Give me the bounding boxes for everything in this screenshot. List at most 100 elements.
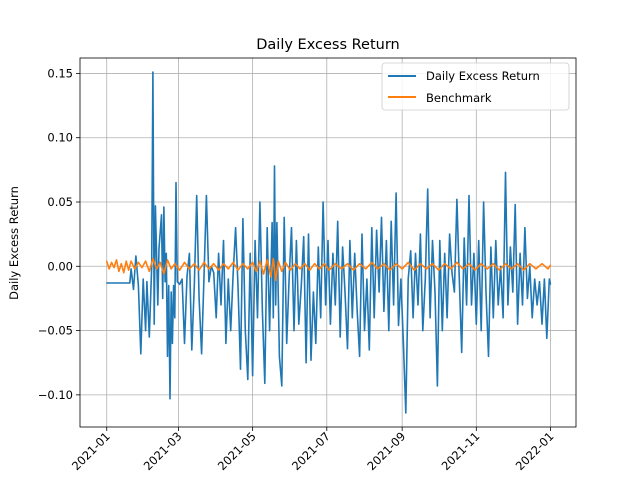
data-point [276, 222, 278, 224]
data-point [208, 268, 210, 270]
data-point [266, 259, 268, 261]
data-point [278, 355, 280, 357]
data-point [249, 252, 251, 254]
data-point [531, 317, 533, 319]
data-point [132, 288, 135, 290]
data-point [474, 269, 476, 271]
data-point [160, 214, 163, 216]
data-point [549, 283, 552, 285]
y-axis-label: Daily Excess Return [7, 186, 21, 300]
data-point [162, 297, 164, 299]
data-point [492, 317, 494, 319]
data-point [339, 336, 341, 338]
data-point [498, 269, 500, 271]
data-point [395, 263, 397, 265]
data-point [439, 240, 441, 242]
data-point [154, 205, 156, 207]
data-point [263, 273, 265, 275]
data-point [247, 268, 249, 270]
data-point [215, 317, 217, 319]
data-point [141, 267, 143, 269]
data-point [188, 252, 190, 254]
data-point [203, 261, 205, 263]
data-point [106, 282, 108, 284]
data-point [174, 263, 176, 265]
data-point [255, 270, 257, 272]
data-point [517, 263, 519, 265]
data-point [269, 330, 271, 332]
data-point [548, 278, 550, 280]
data-point [390, 220, 392, 222]
data-point [157, 304, 159, 306]
data-point [492, 263, 494, 265]
data-point [115, 259, 118, 261]
data-point [371, 261, 373, 263]
data-point [310, 359, 312, 361]
data-point [400, 278, 402, 280]
data-point [227, 278, 229, 280]
data-point [487, 355, 490, 357]
data-point [158, 247, 160, 249]
data-point [342, 246, 344, 248]
data-point [106, 260, 108, 262]
y-tick-label: 0.15 [47, 66, 73, 80]
data-point [407, 261, 409, 263]
data-point [511, 268, 513, 270]
data-point [514, 204, 516, 206]
data-point [485, 291, 487, 293]
data-point [166, 355, 169, 357]
data-point [438, 269, 440, 271]
data-point [286, 342, 288, 344]
data-point [371, 227, 373, 229]
data-point [288, 278, 290, 280]
data-point [549, 264, 552, 266]
data-point [325, 304, 327, 306]
data-point [419, 233, 421, 235]
data-point [242, 218, 244, 220]
data-point [244, 330, 246, 332]
data-point [218, 252, 220, 254]
data-point [235, 227, 237, 229]
data-point [366, 278, 368, 280]
data-point [450, 268, 452, 270]
legend-frame [381, 62, 570, 111]
data-point [461, 351, 463, 353]
data-point [412, 317, 414, 319]
data-point [284, 261, 287, 263]
data-point [156, 268, 158, 270]
data-point [152, 71, 154, 73]
data-point [232, 272, 234, 274]
data-point [303, 236, 305, 238]
data-point [254, 240, 256, 242]
data-point [176, 281, 178, 283]
data-point [123, 272, 125, 274]
data-point [135, 255, 137, 257]
data-point [521, 304, 524, 306]
plot-lines [105, 71, 552, 414]
data-point [247, 378, 249, 380]
data-point [449, 233, 451, 235]
data-point [444, 252, 446, 254]
data-point [290, 227, 293, 229]
data-point [402, 342, 404, 344]
data-point [378, 291, 380, 293]
data-point [130, 260, 132, 262]
data-point [259, 260, 261, 262]
data-point [456, 261, 458, 263]
data-point [546, 337, 548, 339]
data-point [523, 269, 525, 271]
data-point [427, 188, 429, 190]
data-point [266, 227, 268, 229]
data-point [473, 252, 475, 254]
data-point [504, 263, 507, 265]
data-point [304, 263, 306, 265]
data-point [259, 201, 261, 203]
data-point [137, 285, 139, 287]
data-point [166, 259, 169, 261]
data-point [318, 268, 321, 270]
data-point [436, 385, 438, 387]
data-point [344, 291, 346, 293]
data-point [272, 317, 274, 319]
data-point [275, 279, 277, 281]
